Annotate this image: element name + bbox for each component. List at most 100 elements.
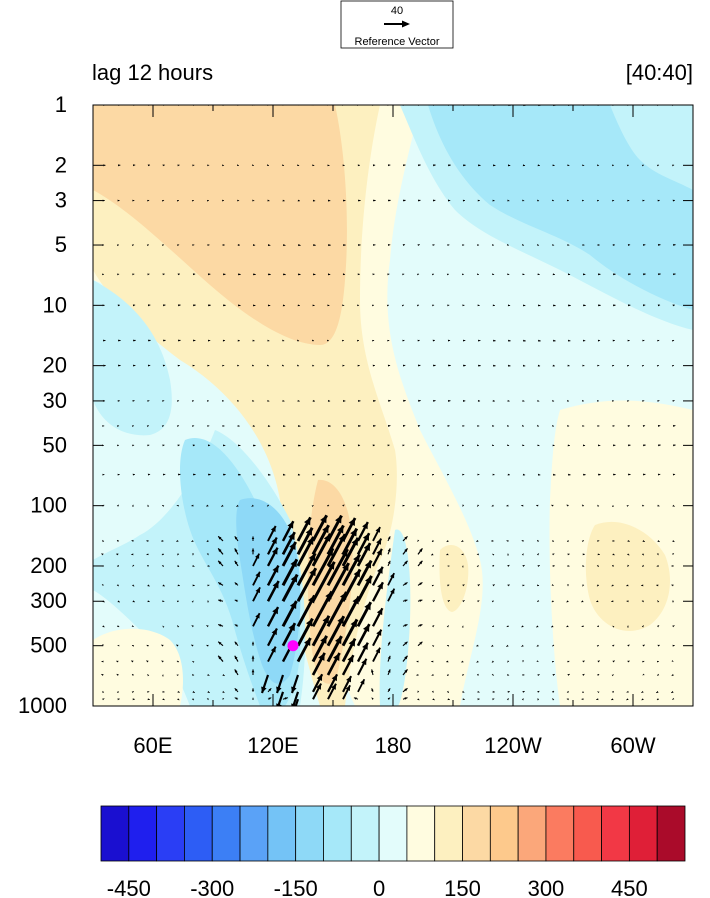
- wind-vector: [176, 625, 180, 628]
- wind-vector: [537, 444, 540, 447]
- wind-vector: [282, 199, 285, 202]
- wind-vector: [612, 539, 615, 542]
- wind-vector: [342, 364, 345, 367]
- wind-vector: [477, 339, 481, 342]
- wind-vector: [507, 304, 511, 307]
- wind-vector: [281, 164, 285, 166]
- wind-vector: [251, 504, 254, 507]
- y-tick-label: 3: [55, 188, 67, 213]
- wind-vector: [537, 273, 540, 276]
- wind-vector: [192, 660, 195, 663]
- wind-vector: [311, 652, 326, 676]
- wind-vector: [297, 399, 300, 402]
- wind-vector: [266, 364, 270, 367]
- wind-vector: [491, 243, 495, 246]
- wind-vector: [222, 273, 226, 276]
- wind-vector: [627, 339, 630, 342]
- wind-vector: [477, 673, 479, 676]
- wind-vector: [356, 532, 371, 555]
- wind-vector: [117, 199, 120, 202]
- wind-vector: [462, 425, 465, 427]
- wind-vector: [356, 559, 373, 587]
- wind-vector: [402, 687, 408, 693]
- reference-vector-label: Reference Vector: [355, 36, 440, 48]
- colorbar-swatch: [350, 805, 380, 862]
- wind-vector: [251, 536, 255, 541]
- wind-vector: [476, 660, 479, 663]
- wind-vector: [267, 424, 271, 427]
- wind-vector: [507, 673, 510, 676]
- wind-vector: [251, 688, 255, 692]
- wind-vector: [282, 424, 286, 427]
- x-tick-label: 180: [375, 733, 412, 758]
- wind-vector: [582, 553, 585, 556]
- wind-vector: [672, 553, 675, 556]
- wind-vector: [656, 553, 659, 556]
- wind-vector: [597, 473, 601, 476]
- wind-vector: [656, 364, 660, 367]
- wind-vector: [266, 606, 280, 627]
- wind-vector: [582, 164, 585, 167]
- wind-vector: [326, 339, 329, 342]
- wind-vector: [341, 553, 361, 587]
- wind-vector: [507, 399, 510, 402]
- wind-vector: [506, 424, 510, 427]
- wind-vector: [357, 399, 361, 402]
- wind-vector: [642, 339, 645, 342]
- colorbar-swatch: [545, 805, 575, 862]
- wind-vector: [311, 547, 335, 587]
- colorbar-label: -450: [107, 876, 151, 898]
- wind-vector: [341, 638, 357, 663]
- colorbar-swatch: [211, 805, 241, 862]
- wind-vector: [372, 199, 376, 202]
- wind-vector: [192, 473, 196, 476]
- wind-vector: [477, 600, 480, 603]
- wind-vector: [566, 600, 569, 603]
- wind-vector: [402, 244, 406, 247]
- colorbar-swatch: [267, 805, 297, 862]
- wind-vector: [234, 548, 239, 555]
- wind-vector: [311, 590, 334, 627]
- wind-vector: [612, 473, 616, 476]
- wind-vector: [597, 553, 600, 556]
- wind-vector: [536, 504, 539, 507]
- wind-vector: [237, 399, 240, 402]
- wind-vector: [162, 444, 165, 447]
- wind-vector: [282, 244, 286, 247]
- wind-vector: [521, 625, 524, 628]
- wind-vector: [252, 571, 261, 586]
- wind-vector: [446, 444, 450, 447]
- wind-vector: [132, 199, 135, 202]
- wind-vector: [132, 364, 136, 367]
- wind-vector: [207, 600, 210, 603]
- wind-vector: [522, 674, 525, 676]
- wind-vector: [462, 698, 465, 701]
- wind-vector: [566, 690, 569, 694]
- wind-vector: [102, 364, 106, 367]
- wind-vector: [492, 473, 495, 476]
- wind-vector: [401, 473, 405, 476]
- reference-vector-arrowhead: [402, 20, 410, 28]
- wind-vector: [477, 304, 480, 307]
- y-tick-label: 50: [43, 432, 67, 457]
- wind-vector: [537, 599, 540, 603]
- wind-vector: [581, 504, 585, 507]
- wind-vector: [372, 548, 383, 567]
- wind-vector: [131, 660, 134, 663]
- wind-vector: [234, 624, 239, 627]
- wind-vector: [191, 539, 194, 543]
- wind-vector: [342, 424, 346, 428]
- wind-vector: [432, 339, 435, 342]
- wind-vector: [146, 660, 149, 663]
- wind-vector: [462, 244, 465, 246]
- wind-vector: [461, 539, 464, 543]
- wind-vector: [162, 584, 165, 587]
- wind-vector: [146, 644, 149, 647]
- wind-vector: [222, 364, 225, 367]
- wind-vector: [491, 600, 495, 603]
- wind-vector: [327, 444, 331, 447]
- wind-vector: [207, 425, 210, 427]
- wind-vector: [221, 504, 224, 507]
- y-tick-label: 200: [30, 553, 67, 578]
